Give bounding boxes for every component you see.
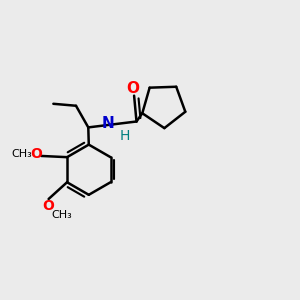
Text: N: N <box>102 116 115 131</box>
Text: H: H <box>119 129 130 143</box>
Text: O: O <box>31 146 42 161</box>
Text: CH₃: CH₃ <box>52 210 73 220</box>
Text: CH₃: CH₃ <box>11 149 32 159</box>
Text: O: O <box>126 81 140 96</box>
Text: O: O <box>42 200 54 214</box>
